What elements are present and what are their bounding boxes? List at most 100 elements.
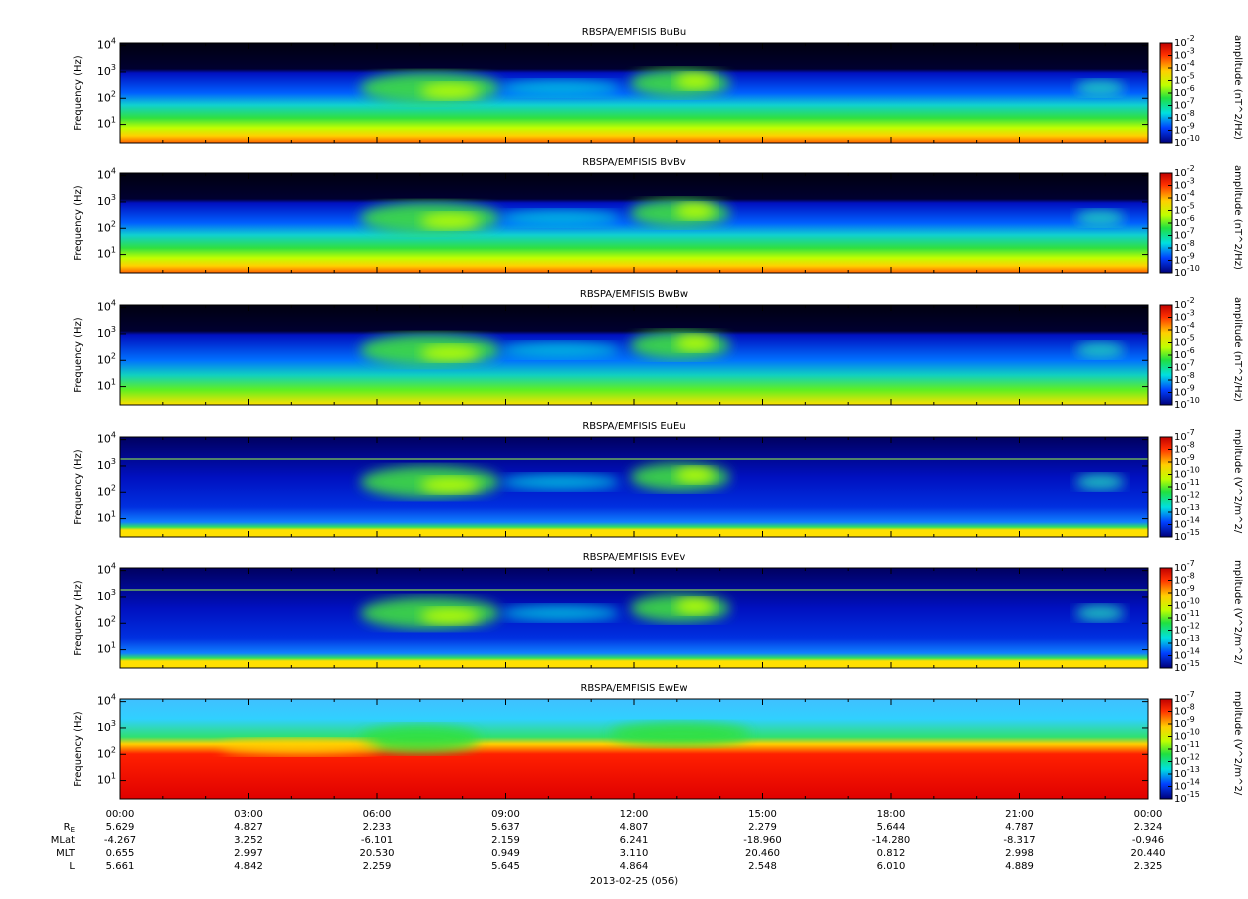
colorbar-tick-label-exp: -8 bbox=[1187, 109, 1195, 118]
y-tick-label: 104 bbox=[97, 298, 116, 314]
y-tick-label-exp: 1 bbox=[111, 509, 116, 518]
y-tick-label: 101 bbox=[97, 377, 116, 393]
colorbar-tick-label: 10-14 bbox=[1174, 777, 1200, 793]
ephemeris-value: 2.324 bbox=[1134, 822, 1163, 833]
colorbar-tick-label-exp: -9 bbox=[1187, 121, 1195, 130]
colorbar-tick-label-base: 10 bbox=[1174, 268, 1187, 279]
y-tick-label: 104 bbox=[97, 166, 116, 182]
colorbar-tick-label: 10-4 bbox=[1174, 59, 1195, 75]
colorbar-tick-label-exp: -13 bbox=[1187, 503, 1200, 512]
emission bbox=[500, 80, 620, 96]
y-axis-label: Frequency (Hz) bbox=[73, 711, 84, 787]
y-tick-label: 101 bbox=[97, 771, 116, 787]
ephemeris-value: 2.259 bbox=[363, 861, 392, 872]
y-tick-label-exp: 4 bbox=[111, 36, 116, 45]
emission bbox=[220, 739, 380, 755]
ephemeris-label-text: L bbox=[69, 861, 75, 872]
y-tick-label-base: 10 bbox=[97, 774, 111, 787]
colorbar-tick-label-exp: -7 bbox=[1187, 96, 1195, 105]
colorbar-tick-label-exp: -6 bbox=[1187, 346, 1195, 355]
y-axis-label: Frequency (Hz) bbox=[73, 185, 84, 261]
ephemeris-label-text: MLat bbox=[51, 835, 75, 846]
y-tick-label: 103 bbox=[97, 587, 116, 603]
emission bbox=[420, 345, 480, 361]
y-tick-label-base: 10 bbox=[97, 643, 111, 656]
ephemeris-label: RE bbox=[64, 822, 75, 834]
ephemeris-value: -14.280 bbox=[872, 835, 911, 846]
ephemeris-value: 3.110 bbox=[620, 848, 649, 859]
ephemeris-value: 5.629 bbox=[106, 822, 135, 833]
y-tick-label: 102 bbox=[97, 483, 116, 499]
x-tick-label: 18:00 bbox=[877, 809, 906, 820]
y-tick-label: 101 bbox=[97, 640, 116, 656]
colorbar-tick-label-base: 10 bbox=[1174, 495, 1187, 506]
ephemeris-value: -0.946 bbox=[1132, 835, 1164, 846]
colorbar-tick-label-exp: -2 bbox=[1187, 34, 1195, 43]
y-tick-label-base: 10 bbox=[97, 195, 111, 208]
colorbar-tick-label: 10-9 bbox=[1174, 383, 1195, 399]
colorbar-tick-label-exp: -9 bbox=[1187, 715, 1195, 724]
colorbar-tick-label-exp: -7 bbox=[1187, 690, 1195, 699]
colorbar-tick-label-exp: -3 bbox=[1187, 176, 1195, 185]
y-tick-label-exp: 4 bbox=[111, 298, 116, 307]
colorbar-tick-label-base: 10 bbox=[1174, 218, 1187, 229]
x-tick-label: 00:00 bbox=[1134, 809, 1163, 820]
colorbar-tick-label-base: 10 bbox=[1174, 325, 1187, 336]
y-tick-label: 103 bbox=[97, 62, 116, 78]
y-tick-label-base: 10 bbox=[97, 747, 111, 760]
colorbar-tick-label: 10-15 bbox=[1174, 528, 1200, 544]
colorbar-tick-label: 10-9 bbox=[1174, 715, 1195, 731]
colorbar-tick-label-exp: -5 bbox=[1187, 201, 1195, 210]
spectrogram-bg bbox=[120, 305, 1148, 405]
emission bbox=[1075, 474, 1125, 490]
colorbar-tick-label-base: 10 bbox=[1174, 400, 1187, 411]
colorbar-tick-label: 10-11 bbox=[1174, 740, 1200, 756]
colorbar-tick-label: 10-10 bbox=[1174, 465, 1200, 481]
colorbar-tick-label-base: 10 bbox=[1174, 732, 1187, 743]
colorbar-tick-label-base: 10 bbox=[1174, 432, 1187, 443]
emission bbox=[420, 477, 480, 493]
y-tick-label: 101 bbox=[97, 115, 116, 131]
colorbar-tick-label-exp: -7 bbox=[1187, 428, 1195, 437]
colorbar-tick-label-base: 10 bbox=[1174, 601, 1187, 612]
y-tick-label-base: 10 bbox=[97, 616, 111, 629]
colorbar-tick-label-exp: -2 bbox=[1187, 296, 1195, 305]
colorbar-tick-label-exp: -3 bbox=[1187, 308, 1195, 317]
colorbar-tick-label-exp: -10 bbox=[1187, 465, 1200, 474]
y-tick-label-exp: 1 bbox=[111, 771, 116, 780]
y-tick-label-base: 10 bbox=[97, 512, 111, 525]
emission bbox=[420, 83, 480, 99]
colorbar-tick-label-exp: -4 bbox=[1187, 189, 1195, 198]
colorbar-tick-label: 10-4 bbox=[1174, 321, 1195, 337]
ephemeris-value: 4.864 bbox=[620, 861, 649, 872]
colorbar-tick-label-exp: -8 bbox=[1187, 440, 1195, 449]
y-tick-label-base: 10 bbox=[97, 564, 111, 577]
x-tick-label: 03:00 bbox=[234, 809, 263, 820]
colorbar-tick-label-exp: -4 bbox=[1187, 321, 1195, 330]
spectrogram bbox=[120, 699, 1148, 799]
colorbar-label: mplitude (V^2/m^2/ bbox=[1232, 560, 1243, 665]
colorbar-tick-label-exp: -14 bbox=[1187, 646, 1200, 655]
ephemeris-value: 2.159 bbox=[491, 835, 520, 846]
y-tick-label-exp: 4 bbox=[111, 561, 116, 570]
y-tick-label-exp: 3 bbox=[111, 587, 116, 596]
emission bbox=[500, 342, 620, 358]
y-tick-label: 102 bbox=[97, 614, 116, 630]
y-axis-label: Frequency (Hz) bbox=[73, 317, 84, 393]
colorbar-label: mplitude (V^2/m^2/ bbox=[1232, 429, 1243, 534]
y-tick-label-exp: 3 bbox=[111, 324, 116, 333]
y-tick-label-base: 10 bbox=[97, 91, 111, 104]
y-tick-label-exp: 2 bbox=[111, 483, 116, 492]
colorbar-tick-label-base: 10 bbox=[1174, 375, 1187, 386]
x-tick-label: 21:00 bbox=[1005, 809, 1034, 820]
colorbar-tick-label-exp: -11 bbox=[1187, 609, 1200, 618]
colorbar-tick-label-exp: -14 bbox=[1187, 777, 1200, 786]
emission bbox=[1075, 210, 1125, 226]
colorbar-tick-label-exp: -7 bbox=[1187, 559, 1195, 568]
emission bbox=[500, 605, 620, 621]
y-tick-label: 104 bbox=[97, 692, 116, 708]
colorbar-tick-label: 10-14 bbox=[1174, 515, 1200, 531]
colorbar-tick-label-base: 10 bbox=[1174, 193, 1187, 204]
emission bbox=[360, 725, 480, 753]
colorbar-tick-label: 10-2 bbox=[1174, 34, 1195, 50]
